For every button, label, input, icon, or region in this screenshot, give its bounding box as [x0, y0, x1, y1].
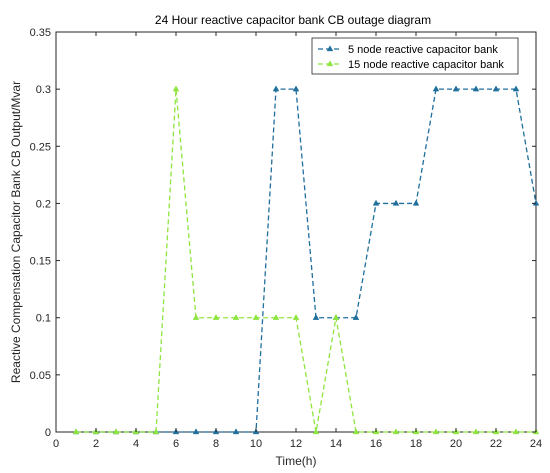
y-tick-label: 0.15 [30, 256, 51, 268]
data-point [352, 314, 360, 320]
data-point [212, 314, 220, 320]
data-point [432, 428, 440, 435]
data-point [192, 428, 200, 435]
x-tick-label: 10 [250, 438, 262, 450]
legend-box [311, 37, 519, 75]
x-tick-label: 2 [93, 438, 99, 450]
data-point [512, 428, 520, 435]
data-point [192, 314, 200, 320]
x-tick-label: 24 [530, 438, 542, 450]
x-tick-label: 20 [450, 438, 462, 450]
series-line [76, 89, 536, 433]
data-point [312, 314, 320, 320]
x-tick-label: 12 [290, 438, 302, 450]
data-point [392, 428, 400, 435]
data-point [232, 428, 240, 435]
data-point [512, 85, 520, 92]
y-axis-title: Reactive Compensation Capacitor Bank CB … [9, 81, 23, 383]
data-point [472, 428, 480, 435]
x-tick-label: 18 [410, 438, 422, 450]
data-point [372, 199, 380, 206]
data-point [392, 199, 400, 206]
data-point [272, 314, 280, 320]
x-axis-title: Time(h) [276, 454, 317, 468]
data-point [472, 85, 480, 92]
data-point [452, 85, 460, 92]
data-point [112, 428, 120, 435]
x-tick-label: 22 [490, 438, 502, 450]
x-tick-label: 14 [330, 438, 342, 450]
legend-marker [326, 60, 334, 67]
y-tick-label: 0.1 [36, 313, 51, 325]
data-point [332, 314, 340, 320]
x-tick-label: 16 [370, 438, 382, 450]
x-tick-label: 8 [213, 438, 219, 450]
data-point [232, 314, 240, 320]
data-point [72, 428, 80, 435]
legend-label: 5 node reactive capacitor bank [348, 44, 498, 56]
plot-area [55, 31, 537, 433]
x-tick-label: 6 [173, 438, 179, 450]
data-point [272, 85, 280, 92]
data-point [292, 314, 300, 320]
data-point [172, 85, 180, 92]
y-tick-label: 0 [45, 427, 51, 439]
x-tick-label: 0 [53, 438, 59, 450]
data-point [312, 428, 320, 435]
data-point [292, 85, 300, 92]
data-point [352, 428, 360, 435]
x-tick-label: 4 [133, 438, 139, 450]
data-point [532, 199, 540, 206]
chart-title: 24 Hour reactive capacitor bank CB outag… [155, 13, 431, 27]
y-tick-label: 0.05 [30, 370, 51, 382]
y-tick-label: 0.2 [36, 198, 51, 210]
y-tick-label: 0.35 [30, 27, 51, 39]
legend: 5 node reactive capacitor bank 15 node re… [311, 37, 519, 75]
data-point [252, 314, 260, 320]
data-point [432, 85, 440, 92]
legend-label: 15 node reactive capacitor bank [348, 59, 504, 71]
data-point [412, 199, 420, 206]
data-point [152, 428, 160, 435]
y-tick-label: 0.25 [30, 141, 51, 153]
data-point [492, 85, 500, 92]
legend-marker [326, 45, 334, 52]
y-tick-label: 0.3 [36, 84, 51, 96]
